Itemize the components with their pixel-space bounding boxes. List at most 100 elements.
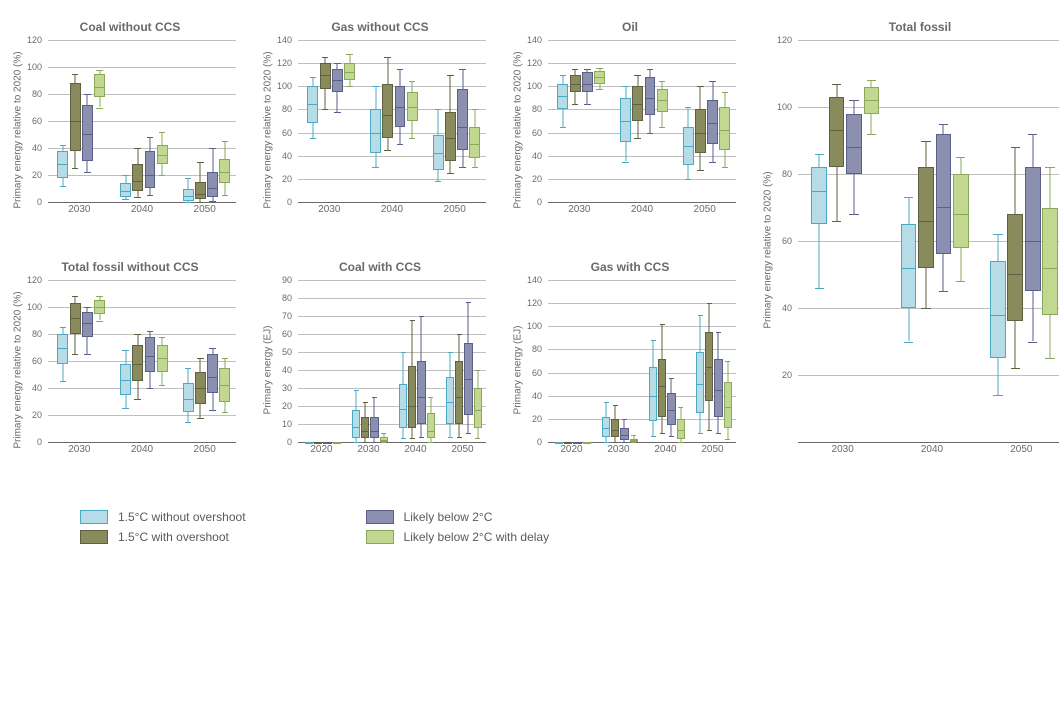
whisker-cap bbox=[122, 408, 129, 409]
whisker-cap bbox=[372, 167, 379, 168]
box-group bbox=[457, 40, 468, 202]
y-tick-label: 40 bbox=[20, 143, 42, 153]
whisker-cap bbox=[60, 381, 67, 382]
legend-column: 1.5°C without overshoot1.5°C with oversh… bbox=[80, 510, 246, 570]
plot-area: Primary energy (EJ)020406080100120140202… bbox=[520, 280, 740, 460]
whisker-cap bbox=[651, 436, 656, 437]
whisker-cap bbox=[904, 197, 913, 198]
box bbox=[620, 428, 628, 440]
box-group bbox=[70, 280, 81, 442]
box-group bbox=[219, 40, 230, 202]
y-tick-label: 120 bbox=[20, 35, 42, 45]
whisker-cap bbox=[669, 378, 674, 379]
box bbox=[382, 84, 393, 138]
x-axis-line bbox=[48, 202, 236, 203]
whisker-cap bbox=[678, 407, 683, 408]
x-tick-label: 2050 bbox=[194, 444, 216, 455]
whisker-cap bbox=[134, 148, 141, 149]
box-group bbox=[94, 40, 105, 202]
box-group bbox=[132, 280, 143, 442]
panel-title: Coal without CCS bbox=[20, 20, 240, 34]
boxplot-canvas: 20406080100120 bbox=[798, 40, 1059, 442]
whisker-cap bbox=[1045, 358, 1054, 359]
whisker-cap bbox=[384, 150, 391, 151]
y-tick-label: 100 bbox=[270, 81, 292, 91]
median-line bbox=[195, 388, 206, 389]
whisker-cap bbox=[122, 175, 129, 176]
y-tick-label: 80 bbox=[520, 344, 542, 354]
box-group bbox=[918, 40, 934, 442]
box bbox=[332, 69, 343, 92]
y-tick-label: 20 bbox=[20, 410, 42, 420]
whisker-cap bbox=[435, 109, 442, 110]
box-group bbox=[417, 280, 425, 442]
whisker-cap bbox=[60, 186, 67, 187]
x-axis: 203020402050 bbox=[48, 444, 236, 460]
panel-gas_ccs: Gas with CCSPrimary energy (EJ)020406080… bbox=[520, 260, 740, 490]
median-line bbox=[145, 175, 156, 176]
median-line bbox=[219, 172, 230, 173]
whisker-cap bbox=[459, 167, 466, 168]
box bbox=[1042, 208, 1058, 315]
whisker-cap bbox=[466, 302, 471, 303]
median-line bbox=[82, 323, 93, 324]
x-axis: 203020402050 bbox=[798, 444, 1059, 460]
median-line bbox=[829, 130, 845, 131]
plot-area: Primary energy relative to 2020 (%)02040… bbox=[20, 280, 240, 460]
whisker-cap bbox=[134, 334, 141, 335]
box bbox=[901, 224, 917, 308]
whisker-cap bbox=[222, 412, 229, 413]
whisker-cap bbox=[397, 69, 404, 70]
whisker-cap bbox=[185, 202, 192, 203]
median-line bbox=[1025, 241, 1041, 242]
box-group bbox=[361, 280, 369, 442]
whisker-cap bbox=[72, 354, 79, 355]
box-group bbox=[352, 280, 360, 442]
whisker-cap bbox=[197, 202, 204, 203]
median-line bbox=[183, 399, 194, 400]
whisker-cap bbox=[185, 178, 192, 179]
x-tick-label: 2050 bbox=[451, 444, 473, 455]
box-group bbox=[864, 40, 880, 442]
whisker-cap bbox=[384, 57, 391, 58]
whisker-cap bbox=[147, 195, 154, 196]
box-group bbox=[323, 280, 331, 442]
whisker-cap bbox=[697, 170, 704, 171]
x-axis: 203020402050 bbox=[298, 204, 486, 220]
box bbox=[57, 334, 68, 364]
box bbox=[195, 182, 206, 200]
plot-area: Primary energy relative to 2020 (%)02040… bbox=[20, 40, 240, 220]
median-line bbox=[707, 123, 718, 124]
box bbox=[120, 183, 131, 197]
x-tick-label: 2050 bbox=[694, 204, 716, 215]
whisker-cap bbox=[466, 433, 471, 434]
whisker-cap bbox=[209, 410, 216, 411]
median-line bbox=[705, 367, 713, 368]
whisker-cap bbox=[716, 332, 721, 333]
median-line bbox=[207, 377, 218, 378]
box-group bbox=[399, 280, 407, 442]
y-tick-label: 80 bbox=[520, 104, 542, 114]
median-line bbox=[145, 356, 156, 357]
whisker-cap bbox=[72, 168, 79, 169]
whisker-cap bbox=[346, 54, 353, 55]
y-tick-label: 100 bbox=[20, 302, 42, 312]
median-line bbox=[557, 96, 568, 97]
whisker-cap bbox=[84, 172, 91, 173]
y-tick-label: 0 bbox=[20, 437, 42, 447]
box-group bbox=[157, 40, 168, 202]
whisker-cap bbox=[647, 69, 654, 70]
box bbox=[446, 377, 454, 424]
whisker-cap bbox=[669, 436, 674, 437]
panel-title: Total fossil without CCS bbox=[20, 260, 240, 274]
box-group bbox=[207, 280, 218, 442]
whisker-cap bbox=[322, 109, 329, 110]
box bbox=[557, 84, 568, 109]
box-group bbox=[132, 40, 143, 202]
whisker-cap bbox=[428, 442, 433, 443]
y-tick-label: 40 bbox=[270, 365, 292, 375]
box bbox=[457, 89, 468, 150]
whisker-cap bbox=[334, 63, 341, 64]
box bbox=[57, 151, 68, 178]
whisker-cap bbox=[209, 348, 216, 349]
